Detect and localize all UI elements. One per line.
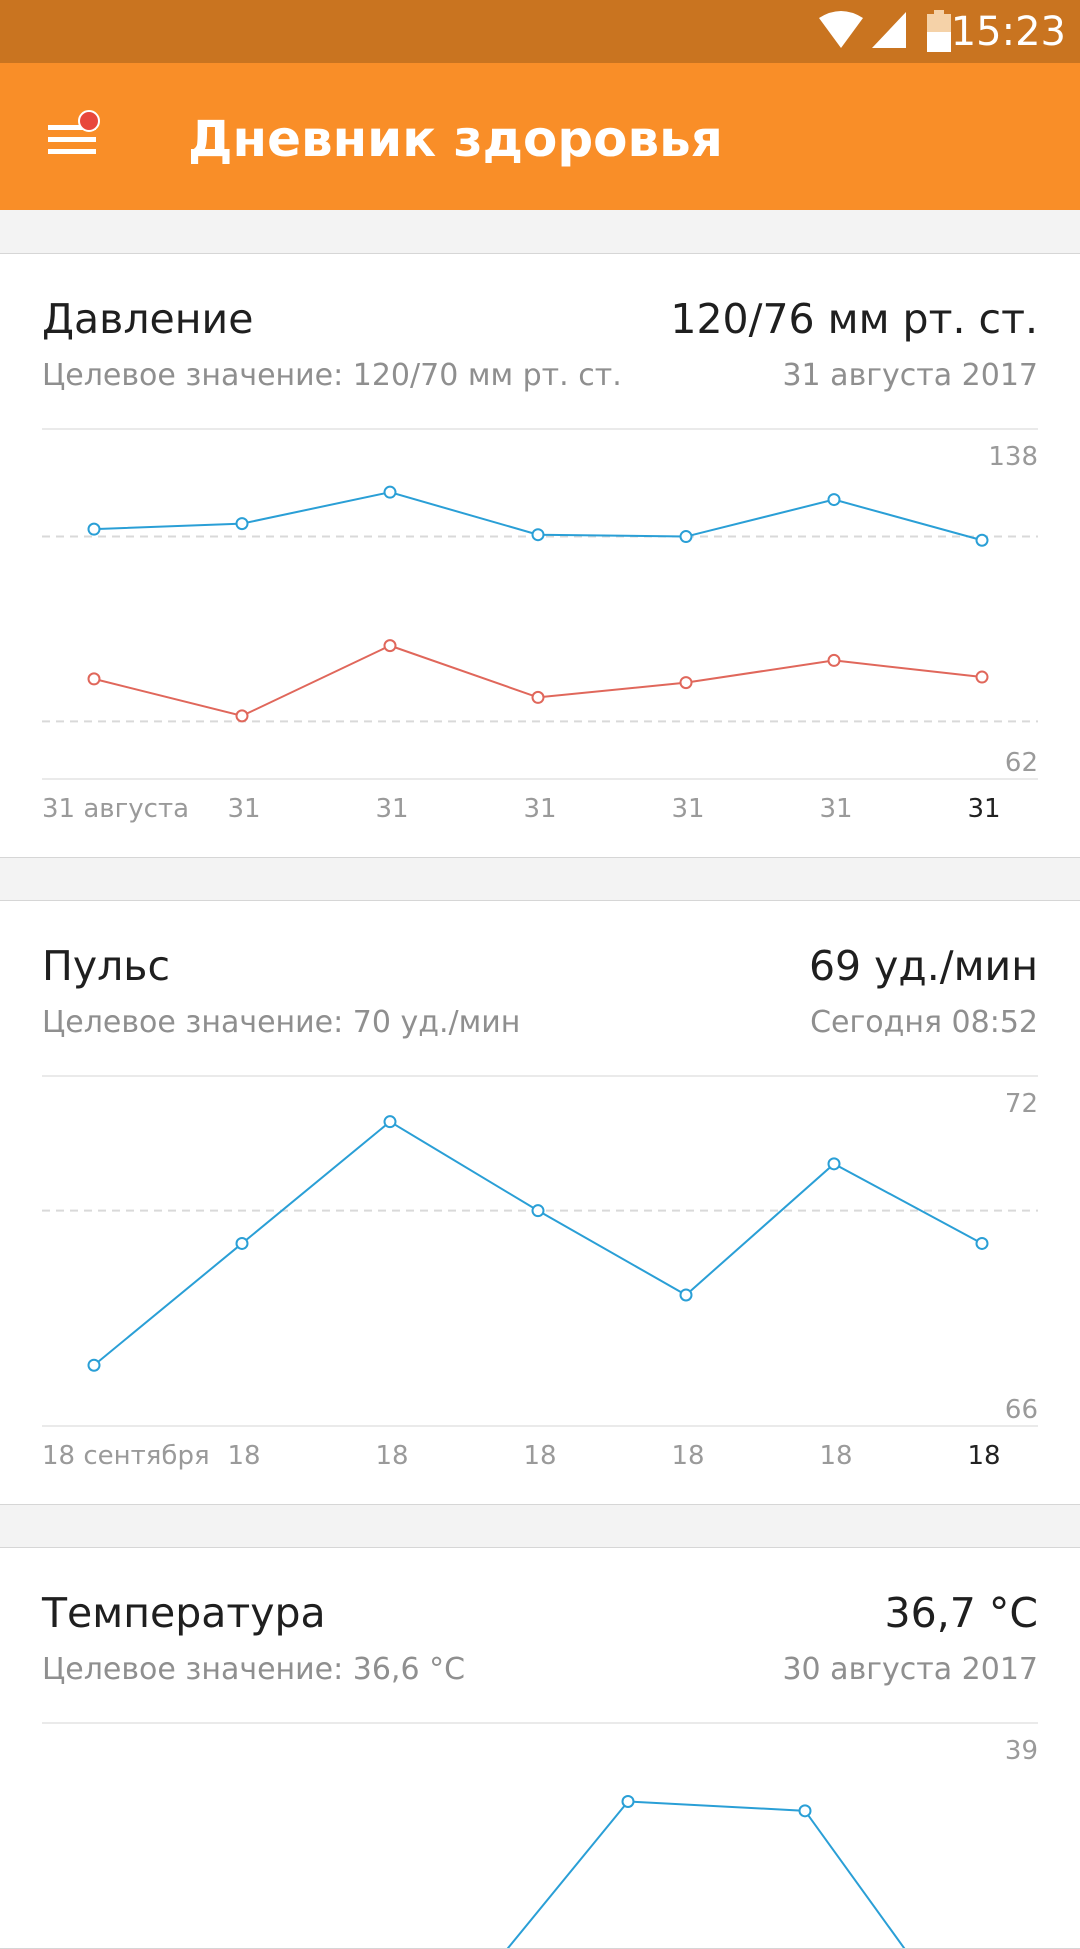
series-line: [93, 1120, 983, 1366]
data-point: [679, 530, 693, 544]
data-point: [87, 672, 101, 686]
y-tick-label-min: 62: [1005, 748, 1038, 778]
data-point: [383, 639, 397, 653]
x-tick-label: 31: [523, 794, 556, 824]
data-point: [531, 690, 545, 704]
data-point: [531, 528, 545, 542]
data-point: [975, 1236, 989, 1250]
x-tick-label: 31: [375, 794, 408, 824]
data-point: [679, 1288, 693, 1302]
y-tick-label-min: 66: [1005, 1395, 1038, 1425]
data-point: [827, 653, 841, 667]
card-target: Целевое значение: 120/70 мм рт. ст.: [42, 358, 622, 393]
data-point: [383, 485, 397, 499]
app-bar: Дневник здоровья: [0, 63, 1080, 210]
data-point: [827, 1157, 841, 1171]
x-tick-label: 31 августа: [42, 794, 189, 824]
data-point: [531, 1204, 545, 1218]
status-time: 15:23: [950, 9, 1066, 55]
menu-icon: [48, 110, 100, 154]
series-line: [506, 1800, 906, 1948]
card-title: Температура: [42, 1589, 326, 1637]
x-tick-label: 18: [967, 1441, 1000, 1471]
notification-dot: [78, 110, 100, 132]
card-value: 120/76 мм рт. ст.: [670, 295, 1038, 343]
x-tick-label: 31: [671, 794, 704, 824]
data-point: [87, 522, 101, 536]
data-point: [235, 1236, 249, 1250]
data-point: [87, 1358, 101, 1372]
card-title: Давление: [42, 295, 254, 343]
data-point: [827, 493, 841, 507]
card-value: 69 уд./мин: [808, 942, 1038, 990]
y-tick-label-max: 138: [988, 442, 1038, 472]
temperature-card[interactable]: Температура 36,7 °C Целевое значение: 36…: [0, 1547, 1080, 1949]
data-point: [798, 1804, 812, 1818]
menu-button[interactable]: [44, 107, 104, 167]
x-tick-label: 31: [967, 794, 1000, 824]
x-tick-label: 18 сентября: [42, 1441, 210, 1471]
data-point: [383, 1115, 397, 1129]
pulse-chart: 72 66 18 сентября 18 18 18 18 18 18: [42, 1075, 1038, 1471]
x-tick-label: 18: [375, 1441, 408, 1471]
x-tick-label: 31: [227, 794, 260, 824]
data-point: [235, 517, 249, 531]
x-tick-label: 18: [523, 1441, 556, 1471]
card-target: Целевое значение: 36,6 °C: [42, 1652, 466, 1687]
card-date: 30 августа 2017: [782, 1652, 1038, 1687]
y-tick-label-max: 39: [1005, 1736, 1038, 1766]
x-tick-label: 18: [671, 1441, 704, 1471]
card-value: 36,7 °C: [884, 1589, 1038, 1637]
pulse-card[interactable]: Пульс 69 уд./мин Целевое значение: 70 уд…: [0, 900, 1080, 1505]
series-line: [93, 644, 983, 717]
status-bar: 15:23: [0, 0, 1080, 63]
card-target: Целевое значение: 70 уд./мин: [42, 1005, 521, 1040]
x-tick-label: 31: [819, 794, 852, 824]
x-tick-label: 18: [227, 1441, 260, 1471]
card-title: Пульс: [42, 942, 171, 990]
data-point: [235, 709, 249, 723]
battery-icon: [927, 10, 951, 52]
data-point: [975, 533, 989, 547]
temperature-chart: 39: [42, 1722, 1038, 1948]
data-point: [679, 676, 693, 690]
pressure-chart: 138 62 31 августа 31 31 31 31 31 31: [42, 428, 1038, 824]
signal-icon: [872, 12, 906, 48]
card-date: 31 августа 2017: [782, 358, 1038, 393]
y-tick-label-max: 72: [1005, 1089, 1038, 1119]
app-title: Дневник здоровья: [188, 110, 723, 168]
data-point: [621, 1794, 635, 1808]
x-tick-label: 18: [819, 1441, 852, 1471]
wifi-icon: [819, 11, 863, 48]
card-date: Сегодня 08:52: [810, 1005, 1038, 1040]
pressure-card[interactable]: Давление 120/76 мм рт. ст. Целевое значе…: [0, 253, 1080, 858]
data-point: [975, 670, 989, 684]
